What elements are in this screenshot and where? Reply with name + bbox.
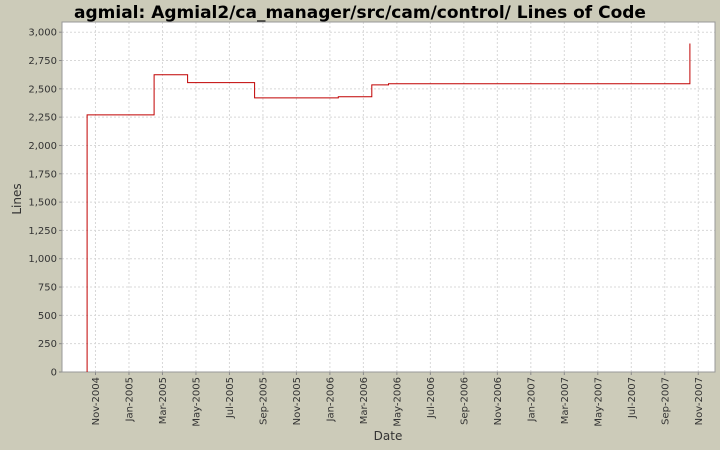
x-tick-label: Jul-2005 (225, 377, 236, 419)
series-line (86, 43, 691, 372)
x-tick-label: Jan-2006 (325, 377, 336, 422)
y-tick-label: 2,500 (28, 84, 57, 95)
y-axis-label: Lines (10, 183, 24, 214)
x-tick-label: Sep-2006 (459, 377, 470, 425)
y-tick-label: 500 (38, 311, 57, 322)
x-tick-label: Nov-2006 (493, 377, 504, 425)
y-tick-label: 1,250 (28, 226, 57, 237)
x-tick-label: May-2006 (392, 377, 403, 427)
x-tick-label: Jan-2007 (526, 377, 537, 422)
x-tick-label: Mar-2006 (359, 377, 370, 424)
x-tick-label: Nov-2007 (694, 377, 705, 425)
x-tick-label: Sep-2005 (258, 377, 269, 425)
y-tick-label: 2,000 (28, 141, 57, 152)
y-tick-label: 2,250 (28, 113, 57, 124)
x-axis-label: Date (374, 429, 403, 443)
x-tick-label: Nov-2005 (292, 377, 303, 425)
y-tick-label: 2,750 (28, 56, 57, 67)
y-tick-label: 3,000 (28, 28, 57, 39)
plot-area (62, 22, 715, 372)
y-tick-label: 0 (51, 368, 57, 379)
x-tick-label: Jan-2005 (124, 377, 135, 422)
x-tick-label: Mar-2005 (158, 377, 169, 424)
chart-title: agmial: Agmial2/ca_manager/src/cam/contr… (74, 3, 646, 23)
x-tick-label: Sep-2007 (660, 377, 671, 425)
x-tick-label: May-2007 (593, 377, 604, 427)
y-tick-label: 1,500 (28, 198, 57, 209)
x-tick-label: Mar-2007 (560, 377, 571, 424)
x-tick-label: Nov-2004 (91, 377, 102, 425)
y-tick-label: 1,750 (28, 169, 57, 180)
y-tick-label: 1,000 (28, 254, 57, 265)
x-tick-label: Jul-2007 (627, 377, 638, 419)
y-tick-label: 750 (38, 283, 57, 294)
y-tick-label: 250 (38, 339, 57, 350)
x-tick-label: Jul-2006 (426, 377, 437, 419)
plot-border (61, 21, 716, 373)
x-tick-label: May-2005 (191, 377, 202, 427)
